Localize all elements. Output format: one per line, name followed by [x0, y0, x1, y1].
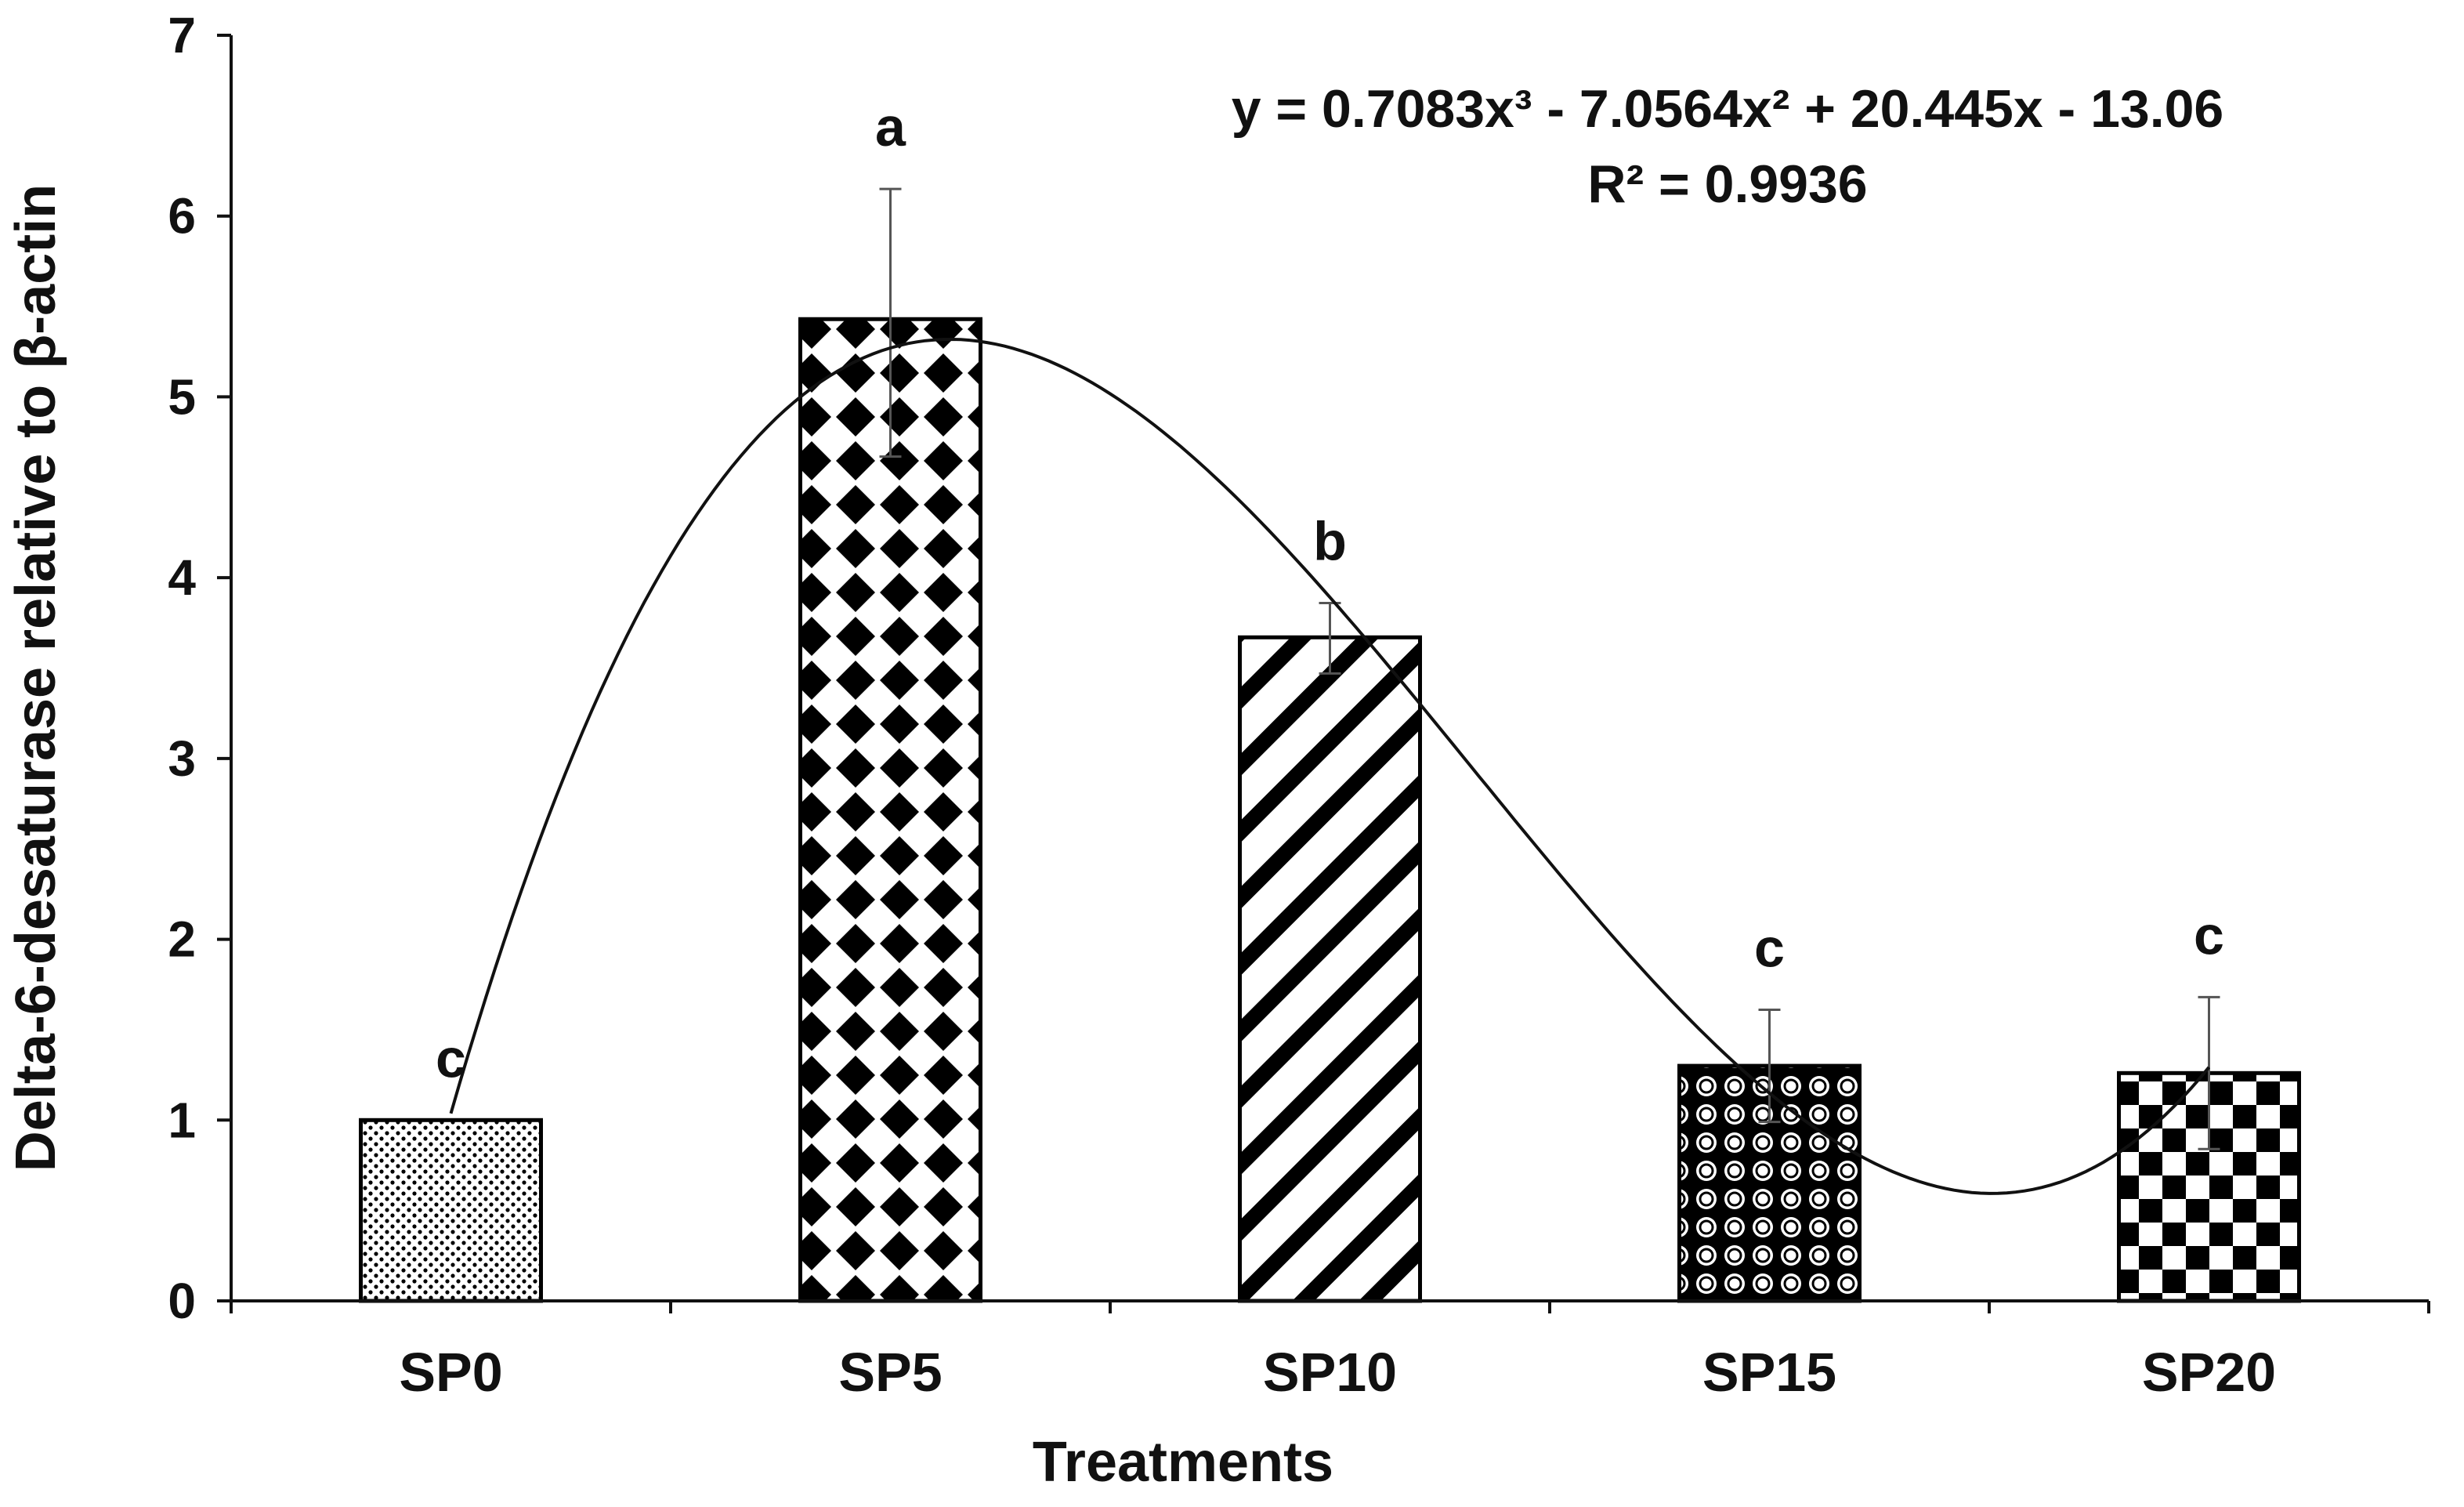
- x-tick-label: SP0: [399, 1342, 502, 1403]
- trendline: [449, 337, 2211, 1195]
- x-axis: SP0 SP5 SP10 SP15 SP20: [230, 1299, 2430, 1403]
- significance-letter: a: [875, 96, 906, 158]
- trendline-equation: y = 0.7083x³ - 7.0564x² + 20.445x - 13.0…: [1232, 79, 2224, 139]
- y-tick-label: 7: [168, 7, 196, 63]
- y-tick-label: 3: [168, 730, 196, 787]
- significance-letter: b: [1313, 510, 1347, 571]
- y-tick-label: 0: [168, 1273, 196, 1329]
- x-tick-label: SP20: [2142, 1342, 2276, 1403]
- significance-letters: c a b c c: [436, 96, 2224, 1089]
- y-tick-label: 1: [168, 1092, 196, 1148]
- trendline-r-squared: R² = 0.9936: [1587, 154, 1867, 214]
- x-tick-label: SP10: [1263, 1342, 1397, 1403]
- x-tick-label: SP5: [838, 1342, 942, 1403]
- y-tick-label: 6: [168, 188, 196, 245]
- error-bars: [879, 187, 2220, 1150]
- y-tick-label: 4: [168, 549, 196, 606]
- bar-sp10: [1238, 635, 1422, 1303]
- bar-sp5: [798, 317, 982, 1303]
- y-axis-title: Delta-6-desaturase relative to β-actin: [5, 184, 67, 1172]
- bar-sp0: [359, 1118, 543, 1303]
- significance-letter: c: [1754, 918, 1785, 979]
- x-axis-title: Treatments: [1033, 1431, 1333, 1494]
- y-axis: 0 1 2 3 4 5 6 7: [168, 7, 233, 1329]
- bars: [359, 317, 2301, 1303]
- y-tick-label: 2: [168, 911, 196, 968]
- significance-letter: c: [2194, 904, 2224, 965]
- x-tick-label: SP15: [1702, 1342, 1836, 1403]
- y-tick-label: 5: [168, 368, 196, 425]
- significance-letter: c: [436, 1027, 466, 1089]
